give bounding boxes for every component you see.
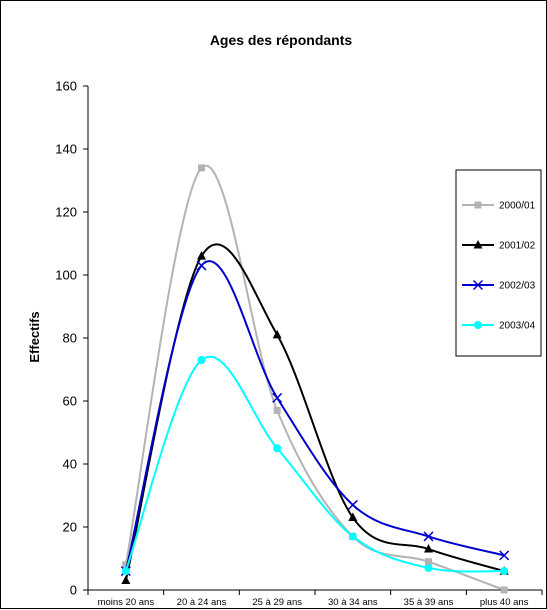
legend-item: 2001/02 — [462, 240, 536, 252]
series-4 — [121, 356, 509, 576]
x-tick-label: moins 20 ans — [98, 597, 155, 608]
series-1 — [122, 164, 508, 594]
legend-item: 2003/04 — [462, 321, 536, 332]
y-tick-label: 100 — [55, 268, 77, 283]
y-tick-label: 80 — [63, 331, 77, 346]
data-point — [500, 567, 509, 576]
series-line — [124, 243, 505, 581]
data-point — [197, 251, 206, 260]
data-point — [272, 392, 283, 403]
y-tick-label: 140 — [55, 142, 77, 157]
y-tick-label: 120 — [55, 205, 77, 220]
data-point — [273, 406, 281, 414]
legend-marker — [472, 279, 484, 291]
legend-label: 2001/02 — [499, 241, 536, 252]
y-tick-label: 0 — [70, 583, 77, 598]
legend-label: 2002/03 — [499, 281, 536, 292]
x-tick-label: 20 à 24 ans — [177, 597, 227, 608]
series-2 — [121, 243, 509, 585]
data-point — [425, 558, 432, 566]
legend: 2000/01 2001/02 2002/03 2003/04 — [455, 169, 542, 357]
x-tick-label: 30 à 34 ans — [328, 597, 378, 608]
series-3 — [120, 260, 510, 577]
y-tick-label: 20 — [63, 520, 77, 535]
data-point — [347, 499, 358, 510]
series-line — [124, 356, 505, 573]
data-point — [348, 512, 358, 522]
data-point — [273, 444, 282, 453]
legend-item: 2000/01 — [462, 201, 536, 212]
data-point — [122, 561, 130, 569]
y-tick-label: 60 — [63, 394, 77, 409]
legend-marker — [473, 240, 483, 249]
x-tick-label: plus 40 ans — [480, 597, 529, 608]
legend-label: 2000/01 — [499, 201, 536, 212]
data-point — [348, 532, 357, 541]
data-point — [424, 544, 433, 553]
y-tick-label: 160 — [55, 79, 77, 94]
data-point — [499, 550, 510, 561]
x-tick-label: 25 à 29 ans — [252, 597, 302, 608]
data-point — [198, 164, 205, 172]
data-point — [196, 260, 207, 271]
axes: 0 20 40 60 80 100 120 140 160 moins 20 ans 20 à 24… — [55, 79, 543, 608]
data-point — [500, 586, 508, 594]
series-line — [124, 164, 505, 591]
y-tick-label: 40 — [63, 457, 77, 472]
x-tick-label: 35 à 39 ans — [404, 597, 454, 608]
data-point — [424, 563, 433, 572]
y-axis-label: Effectifs — [27, 311, 42, 362]
legend-marker — [474, 201, 482, 209]
data-point — [272, 329, 282, 339]
legend-item: 2002/03 — [462, 279, 536, 292]
chart-title: Ages des répondants — [210, 32, 353, 48]
legend-label: 2003/04 — [499, 321, 536, 332]
data-point — [197, 356, 206, 365]
series-lines — [120, 164, 510, 594]
data-point — [423, 531, 434, 542]
data-point — [121, 567, 130, 576]
data-point — [121, 575, 131, 585]
legend-marker — [474, 321, 482, 329]
